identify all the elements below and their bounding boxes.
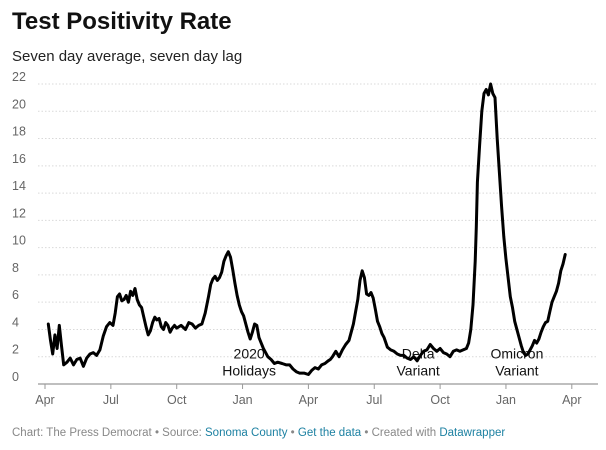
y-tick-label: 10: [12, 234, 26, 248]
x-tick-label: Apr: [562, 393, 581, 407]
y-tick-label: 14: [12, 179, 26, 193]
y-tick-label: 20: [12, 97, 26, 111]
footer-prefix: Chart: The Press Democrat • Source:: [12, 427, 205, 439]
annotation-label: 2020: [234, 346, 265, 362]
y-tick-label: 0: [12, 370, 19, 384]
x-tick-label: Jan: [232, 393, 252, 407]
grid-layer: [38, 83, 598, 385]
y-tick-label: 2: [12, 343, 19, 357]
series-layer: [46, 82, 567, 376]
y-tick-label: 8: [12, 261, 19, 275]
chart-footer: Chart: The Press Democrat • Source: Sono…: [12, 427, 505, 439]
line-chart: 0 2 4 6 8 10 12 14 16 18 20 22 Apr Jul Oct Jan Apr Jul Oct…: [12, 70, 598, 407]
datawrapper-link[interactable]: Datawrapper: [439, 427, 506, 439]
footer-separator: •: [287, 427, 298, 439]
x-tick-label: Jul: [366, 393, 382, 407]
annotation-label: Holidays: [222, 363, 276, 379]
y-tick-label: 12: [12, 206, 26, 220]
x-tick-label: Apr: [299, 393, 318, 407]
y-tick-label: 16: [12, 152, 26, 166]
x-tick-label: Apr: [35, 393, 54, 407]
axis-layer: 0 2 4 6 8 10 12 14 16 18 20 22 Apr Jul Oct Jan Apr Jul Oct…: [12, 70, 582, 407]
annotation-label: Omicron: [490, 346, 543, 362]
y-tick-label: 18: [12, 125, 26, 139]
x-tick-label: Oct: [430, 393, 450, 407]
get-data-link[interactable]: Get the data: [297, 427, 362, 439]
annotation-label: Variant: [495, 363, 538, 379]
y-tick-label: 22: [12, 70, 26, 84]
y-tick-label: 4: [12, 315, 19, 329]
source-link[interactable]: Sonoma County: [205, 427, 288, 439]
chart-title: Test Positivity Rate: [12, 8, 232, 35]
x-tick-label: Oct: [167, 393, 187, 407]
annotation-label: Variant: [396, 363, 439, 379]
chart-subtitle: Seven day average, seven day lag: [12, 48, 243, 65]
y-tick-label: 6: [12, 288, 19, 302]
footer-created-with: • Created with: [361, 427, 440, 439]
series-line-positivity-rate: [46, 82, 567, 376]
x-tick-label: Jan: [496, 393, 516, 407]
x-tick-label: Jul: [103, 393, 119, 407]
